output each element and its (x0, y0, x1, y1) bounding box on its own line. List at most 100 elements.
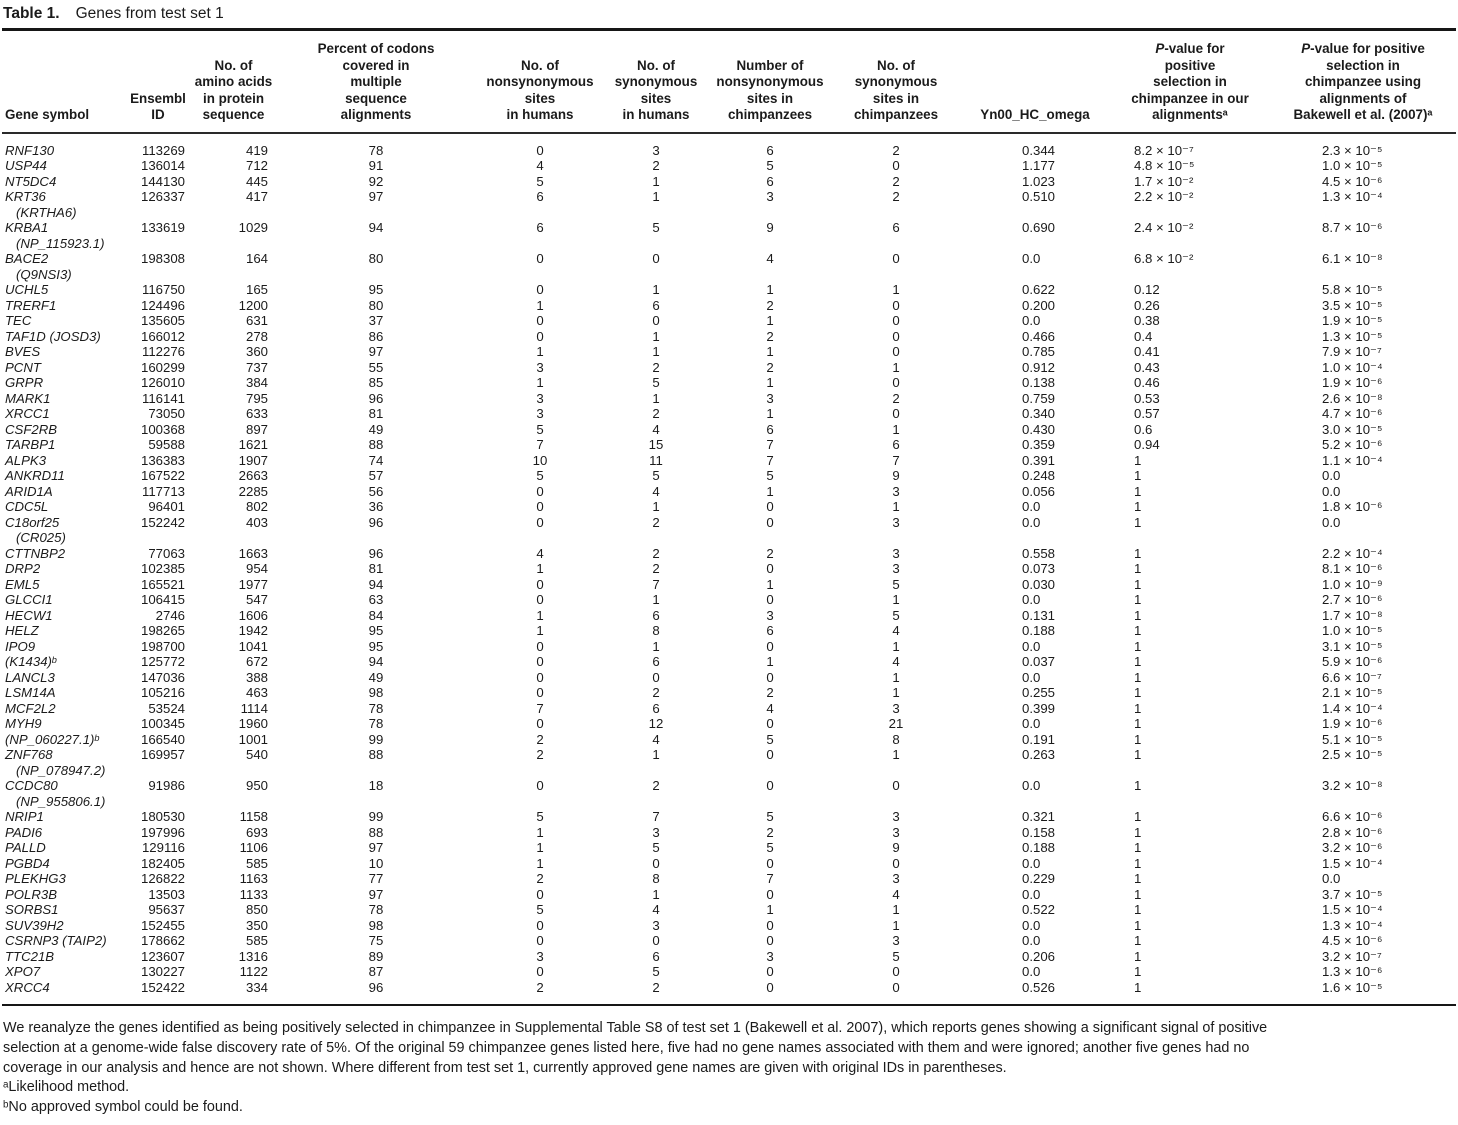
cell-aa: 1942 (238, 623, 268, 639)
cell-omega: 0.263 (1022, 747, 1056, 763)
cell-p1: 1 (1134, 964, 1142, 980)
cell-gene: TRERF1 (2, 298, 125, 314)
cell-nsh: 0 (536, 638, 544, 654)
cell-p1: 1 (1134, 948, 1142, 964)
cell-ssc: 3 (892, 824, 900, 840)
cell-ssh: 8 (652, 623, 660, 639)
cell-p1: 1 (1134, 514, 1142, 530)
cell-gene: HELZ (2, 623, 125, 639)
cell-pct: 80 (368, 251, 384, 267)
col-header-yn00-hc-omega: Yn00_HC_omega (960, 31, 1110, 134)
cell-ssc: 8 (892, 731, 900, 747)
gene-symbol: HELZ (5, 623, 39, 639)
cell-nsh: 0 (536, 685, 544, 701)
cell-aa: 350 (245, 917, 268, 933)
cell-omega: 0.785 (1022, 344, 1056, 360)
cell-ssh: 4 (652, 421, 660, 437)
cell-ssh: 3 (652, 142, 660, 158)
cell-pct: 96 (368, 390, 384, 406)
cell-ensembl: 130227 (140, 964, 185, 980)
cell-ssh: 5 (652, 220, 660, 236)
table-row: KRBA1 (NP_115923.1) 133619 1029 94 6 5 9 6 0.690 2… (2, 220, 1456, 251)
cell-aa: 1106 (239, 840, 268, 856)
cell-gene: ALPK3 (2, 453, 125, 469)
cell-omega: 0.466 (1022, 328, 1056, 344)
cell-omega: 0.321 (1022, 809, 1056, 825)
cell-p2: 5.2 × 10⁻⁶ (1322, 437, 1383, 453)
cell-aa: 795 (245, 390, 268, 406)
cell-nsc: 0 (766, 747, 774, 763)
cell-ensembl: 197996 (140, 824, 185, 840)
cell-nsc: 6 (766, 623, 774, 639)
cell-nsh: 0 (536, 669, 544, 685)
cell-omega: 0.0 (1022, 638, 1041, 654)
gene-symbol: (K1434)ᵇ (5, 654, 57, 670)
cell-omega: 0.399 (1022, 700, 1056, 716)
cell-aa: 737 (245, 359, 268, 375)
cell-ssc: 0 (892, 964, 900, 980)
cell-p1: 0.53 (1134, 390, 1160, 406)
cell-ssc: 3 (892, 514, 900, 530)
cell-p2: 2.6 × 10⁻⁸ (1322, 390, 1383, 406)
cell-nsc: 4 (766, 251, 774, 267)
cell-aa: 897 (245, 421, 268, 437)
cell-aa: 712 (245, 158, 268, 174)
cell-ssh: 8 (652, 871, 660, 887)
cell-p2: 6.6 × 10⁻⁷ (1322, 669, 1382, 685)
cell-gene: SUV39H2 (2, 918, 125, 934)
cell-p1: 0.43 (1134, 359, 1160, 375)
cell-omega: 0.0 (1022, 778, 1041, 794)
table-row: TARBP1 59588 1621 88 7 15 7 6 0.359 0.94 5.2 × 10⁻… (2, 437, 1456, 453)
table-row: PLEKHG3 126822 1163 77 2 8 7 3 0.229 1 0.0 (2, 871, 1456, 887)
table-row: MARK1 116141 795 96 3 1 3 2 0.759 0.53 2.6 × 10⁻⁸ (2, 391, 1456, 407)
cell-omega: 0.0 (1022, 251, 1041, 267)
cell-aa: 1114 (240, 700, 268, 716)
cell-ssc: 9 (892, 468, 900, 484)
cell-gene: RNF130 (2, 133, 125, 159)
cell-p2: 1.3 × 10⁻⁴ (1322, 189, 1383, 205)
cell-ensembl: 100368 (140, 421, 185, 437)
cell-p1: 0.6 (1134, 421, 1153, 437)
cell-gene: TEC (2, 313, 125, 329)
cell-pct: 55 (368, 359, 384, 375)
gene-symbol: PCNT (5, 359, 41, 375)
gene-symbol: TRERF1 (5, 297, 57, 313)
cell-aa: 547 (245, 592, 268, 608)
cell-gene: CTTNBP2 (2, 546, 125, 562)
cell-nsh: 2 (536, 747, 544, 763)
cell-omega: 0.073 (1022, 561, 1056, 577)
gene-symbol: EML5 (5, 576, 40, 592)
cell-nsc: 5 (766, 158, 774, 174)
gene-symbol-alt: (NP_078947.2) (16, 762, 106, 778)
cell-p2: 5.1 × 10⁻⁵ (1322, 731, 1383, 747)
cell-ensembl: 126010 (140, 375, 185, 391)
cell-ensembl: 152455 (140, 917, 185, 933)
cell-ssh: 1 (652, 638, 660, 654)
cell-omega: 0.200 (1022, 297, 1056, 313)
cell-omega: 0.158 (1022, 824, 1056, 840)
cell-p1: 0.41 (1134, 344, 1160, 360)
cell-ssc: 0 (892, 406, 900, 422)
cell-ssc: 1 (892, 685, 900, 701)
cell-omega: 0.690 (1022, 220, 1056, 236)
cell-gene: UCHL5 (2, 282, 125, 298)
cell-aa: 1001 (238, 731, 268, 747)
cell-nsc: 0 (766, 917, 774, 933)
cell-aa: 165 (245, 282, 268, 298)
cell-ensembl: 126337 (140, 189, 185, 205)
cell-ensembl: 2746 (155, 607, 185, 623)
cell-pct: 81 (368, 406, 384, 422)
cell-aa: 1977 (238, 576, 268, 592)
cell-p1: 1 (1134, 855, 1142, 871)
cell-pct: 78 (368, 902, 384, 918)
table-row: PGBD4 182405 585 10 1 0 0 0 0.0 1 1.5 × 10⁻⁴ (2, 856, 1456, 872)
cell-ensembl: 166012 (140, 328, 185, 344)
cell-p2: 1.0 × 10⁻⁹ (1322, 576, 1383, 592)
cell-gene: ANKRD11 (2, 468, 125, 484)
cell-ensembl: 105216 (140, 685, 185, 701)
cell-p2: 1.9 × 10⁻⁵ (1322, 313, 1383, 329)
cell-aa: 1029 (238, 220, 268, 236)
cell-p2: 2.2 × 10⁻⁴ (1322, 545, 1383, 561)
cell-aa: 672 (245, 654, 268, 670)
cell-ensembl: 100345 (140, 716, 185, 732)
